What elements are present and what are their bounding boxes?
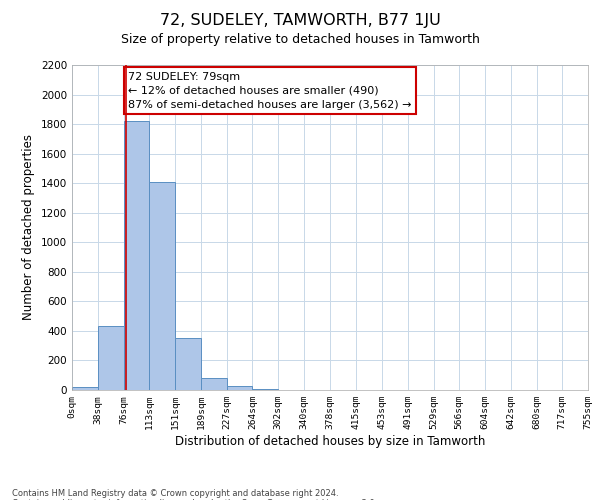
Bar xyxy=(72,387,98,390)
Bar xyxy=(253,388,278,390)
Bar xyxy=(124,121,149,390)
Y-axis label: Number of detached properties: Number of detached properties xyxy=(22,134,35,320)
Bar xyxy=(175,338,201,390)
Bar xyxy=(201,378,227,390)
Text: Size of property relative to detached houses in Tamworth: Size of property relative to detached ho… xyxy=(121,32,479,46)
Bar xyxy=(98,326,124,390)
Text: Contains HM Land Registry data © Crown copyright and database right 2024.: Contains HM Land Registry data © Crown c… xyxy=(12,488,338,498)
Bar xyxy=(227,386,253,390)
Text: 72, SUDELEY, TAMWORTH, B77 1JU: 72, SUDELEY, TAMWORTH, B77 1JU xyxy=(160,12,440,28)
Text: 72 SUDELEY: 79sqm
← 12% of detached houses are smaller (490)
87% of semi-detache: 72 SUDELEY: 79sqm ← 12% of detached hous… xyxy=(128,72,412,110)
X-axis label: Distribution of detached houses by size in Tamworth: Distribution of detached houses by size … xyxy=(175,435,485,448)
Bar xyxy=(149,182,175,390)
Text: Contains public sector information licensed under the Open Government Licence v3: Contains public sector information licen… xyxy=(12,498,377,500)
